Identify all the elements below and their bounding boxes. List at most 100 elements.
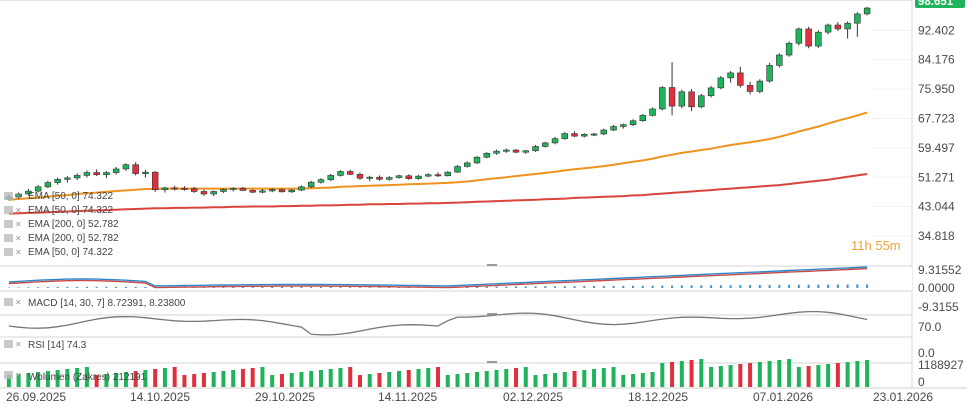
candle[interactable] bbox=[376, 176, 383, 180]
candle[interactable] bbox=[542, 142, 549, 147]
candle[interactable] bbox=[473, 156, 481, 164]
candle[interactable] bbox=[229, 187, 237, 190]
candle[interactable] bbox=[151, 171, 159, 190]
candle[interactable] bbox=[122, 164, 130, 170]
candle[interactable] bbox=[600, 129, 608, 135]
rsi-line[interactable] bbox=[8, 310, 868, 336]
candle[interactable] bbox=[83, 172, 91, 176]
candle[interactable] bbox=[307, 181, 315, 188]
candle[interactable] bbox=[288, 189, 295, 193]
candle[interactable] bbox=[776, 54, 783, 66]
legend-close-icon[interactable]: ✕ bbox=[15, 248, 22, 257]
rsi-close-icon[interactable]: ✕ bbox=[15, 340, 22, 349]
candle[interactable] bbox=[444, 171, 451, 177]
candle[interactable] bbox=[54, 179, 61, 183]
macd-close-icon[interactable]: ✕ bbox=[15, 298, 22, 307]
candle[interactable] bbox=[395, 175, 403, 178]
macd-signal-line[interactable] bbox=[8, 267, 868, 289]
ema-200-line[interactable] bbox=[8, 173, 868, 215]
candle[interactable] bbox=[34, 186, 42, 192]
candle[interactable] bbox=[73, 175, 81, 179]
candle[interactable] bbox=[620, 124, 627, 127]
candle[interactable] bbox=[190, 188, 198, 192]
candle[interactable] bbox=[298, 186, 305, 191]
candle[interactable] bbox=[717, 77, 725, 89]
macd-line[interactable] bbox=[8, 266, 868, 287]
candle[interactable] bbox=[103, 172, 110, 175]
legend-close-icon[interactable]: ✕ bbox=[15, 220, 22, 229]
panel-resize-handle[interactable] bbox=[487, 361, 497, 363]
candle[interactable] bbox=[756, 80, 764, 92]
candle[interactable] bbox=[629, 120, 637, 125]
candle[interactable] bbox=[259, 190, 266, 193]
candle[interactable] bbox=[571, 133, 578, 137]
candle[interactable] bbox=[15, 193, 22, 198]
legend-close-icon[interactable]: ✕ bbox=[15, 192, 22, 201]
candle[interactable] bbox=[249, 190, 256, 193]
candle[interactable] bbox=[805, 28, 812, 47]
candle[interactable] bbox=[64, 177, 71, 180]
candle[interactable] bbox=[581, 134, 588, 137]
candle[interactable] bbox=[356, 174, 364, 179]
candle[interactable] bbox=[278, 189, 286, 193]
candle[interactable] bbox=[649, 108, 656, 116]
candle[interactable] bbox=[678, 91, 686, 107]
candle[interactable] bbox=[25, 190, 32, 195]
candle[interactable] bbox=[561, 133, 569, 139]
candle[interactable] bbox=[854, 13, 861, 24]
candle[interactable] bbox=[863, 7, 871, 15]
candle[interactable] bbox=[268, 189, 276, 192]
candle[interactable] bbox=[766, 65, 773, 82]
candle[interactable] bbox=[181, 187, 188, 190]
legend-close-icon[interactable]: ✕ bbox=[15, 206, 22, 215]
candle[interactable] bbox=[503, 149, 510, 152]
panel-resize-handle[interactable] bbox=[487, 313, 497, 315]
candle[interactable] bbox=[737, 72, 744, 86]
candle[interactable] bbox=[386, 177, 393, 180]
candle[interactable] bbox=[93, 172, 100, 175]
candle[interactable] bbox=[132, 164, 139, 174]
candle[interactable] bbox=[317, 179, 325, 183]
candle[interactable] bbox=[337, 171, 344, 176]
candle[interactable] bbox=[727, 72, 734, 79]
candle[interactable] bbox=[200, 191, 208, 195]
candle[interactable] bbox=[171, 187, 178, 190]
candle[interactable] bbox=[551, 138, 559, 144]
candle[interactable] bbox=[220, 189, 227, 192]
candle[interactable] bbox=[483, 152, 490, 158]
volume-close-icon[interactable]: ✕ bbox=[15, 371, 22, 380]
candle[interactable] bbox=[824, 24, 832, 33]
candle[interactable] bbox=[522, 150, 530, 153]
candle[interactable] bbox=[590, 133, 598, 136]
candle[interactable] bbox=[698, 95, 705, 108]
candle[interactable] bbox=[415, 175, 422, 179]
legend-close-icon[interactable]: ✕ bbox=[15, 234, 22, 243]
candle[interactable] bbox=[434, 174, 442, 177]
candle[interactable] bbox=[346, 171, 354, 175]
candle[interactable] bbox=[161, 187, 169, 190]
candle[interactable] bbox=[44, 182, 52, 188]
candle[interactable] bbox=[512, 149, 520, 153]
candle[interactable] bbox=[815, 31, 822, 47]
candle[interactable] bbox=[532, 146, 539, 152]
candle[interactable] bbox=[454, 166, 461, 173]
candle[interactable] bbox=[659, 87, 666, 110]
candle[interactable] bbox=[668, 87, 676, 107]
ema-50-line[interactable] bbox=[8, 111, 868, 201]
candle[interactable] bbox=[610, 126, 617, 131]
candle[interactable] bbox=[327, 175, 334, 180]
candle[interactable] bbox=[844, 22, 851, 30]
candle[interactable] bbox=[239, 187, 247, 191]
candle[interactable] bbox=[142, 171, 149, 174]
candle[interactable] bbox=[425, 174, 432, 177]
candle[interactable] bbox=[795, 28, 803, 44]
panel-resize-handle[interactable] bbox=[487, 264, 497, 266]
candle[interactable] bbox=[405, 175, 412, 179]
candle[interactable] bbox=[493, 150, 500, 154]
candle[interactable] bbox=[785, 42, 793, 56]
candle[interactable] bbox=[834, 24, 842, 30]
candle[interactable] bbox=[707, 87, 715, 97]
candle[interactable] bbox=[464, 162, 471, 167]
candle[interactable] bbox=[112, 168, 120, 173]
